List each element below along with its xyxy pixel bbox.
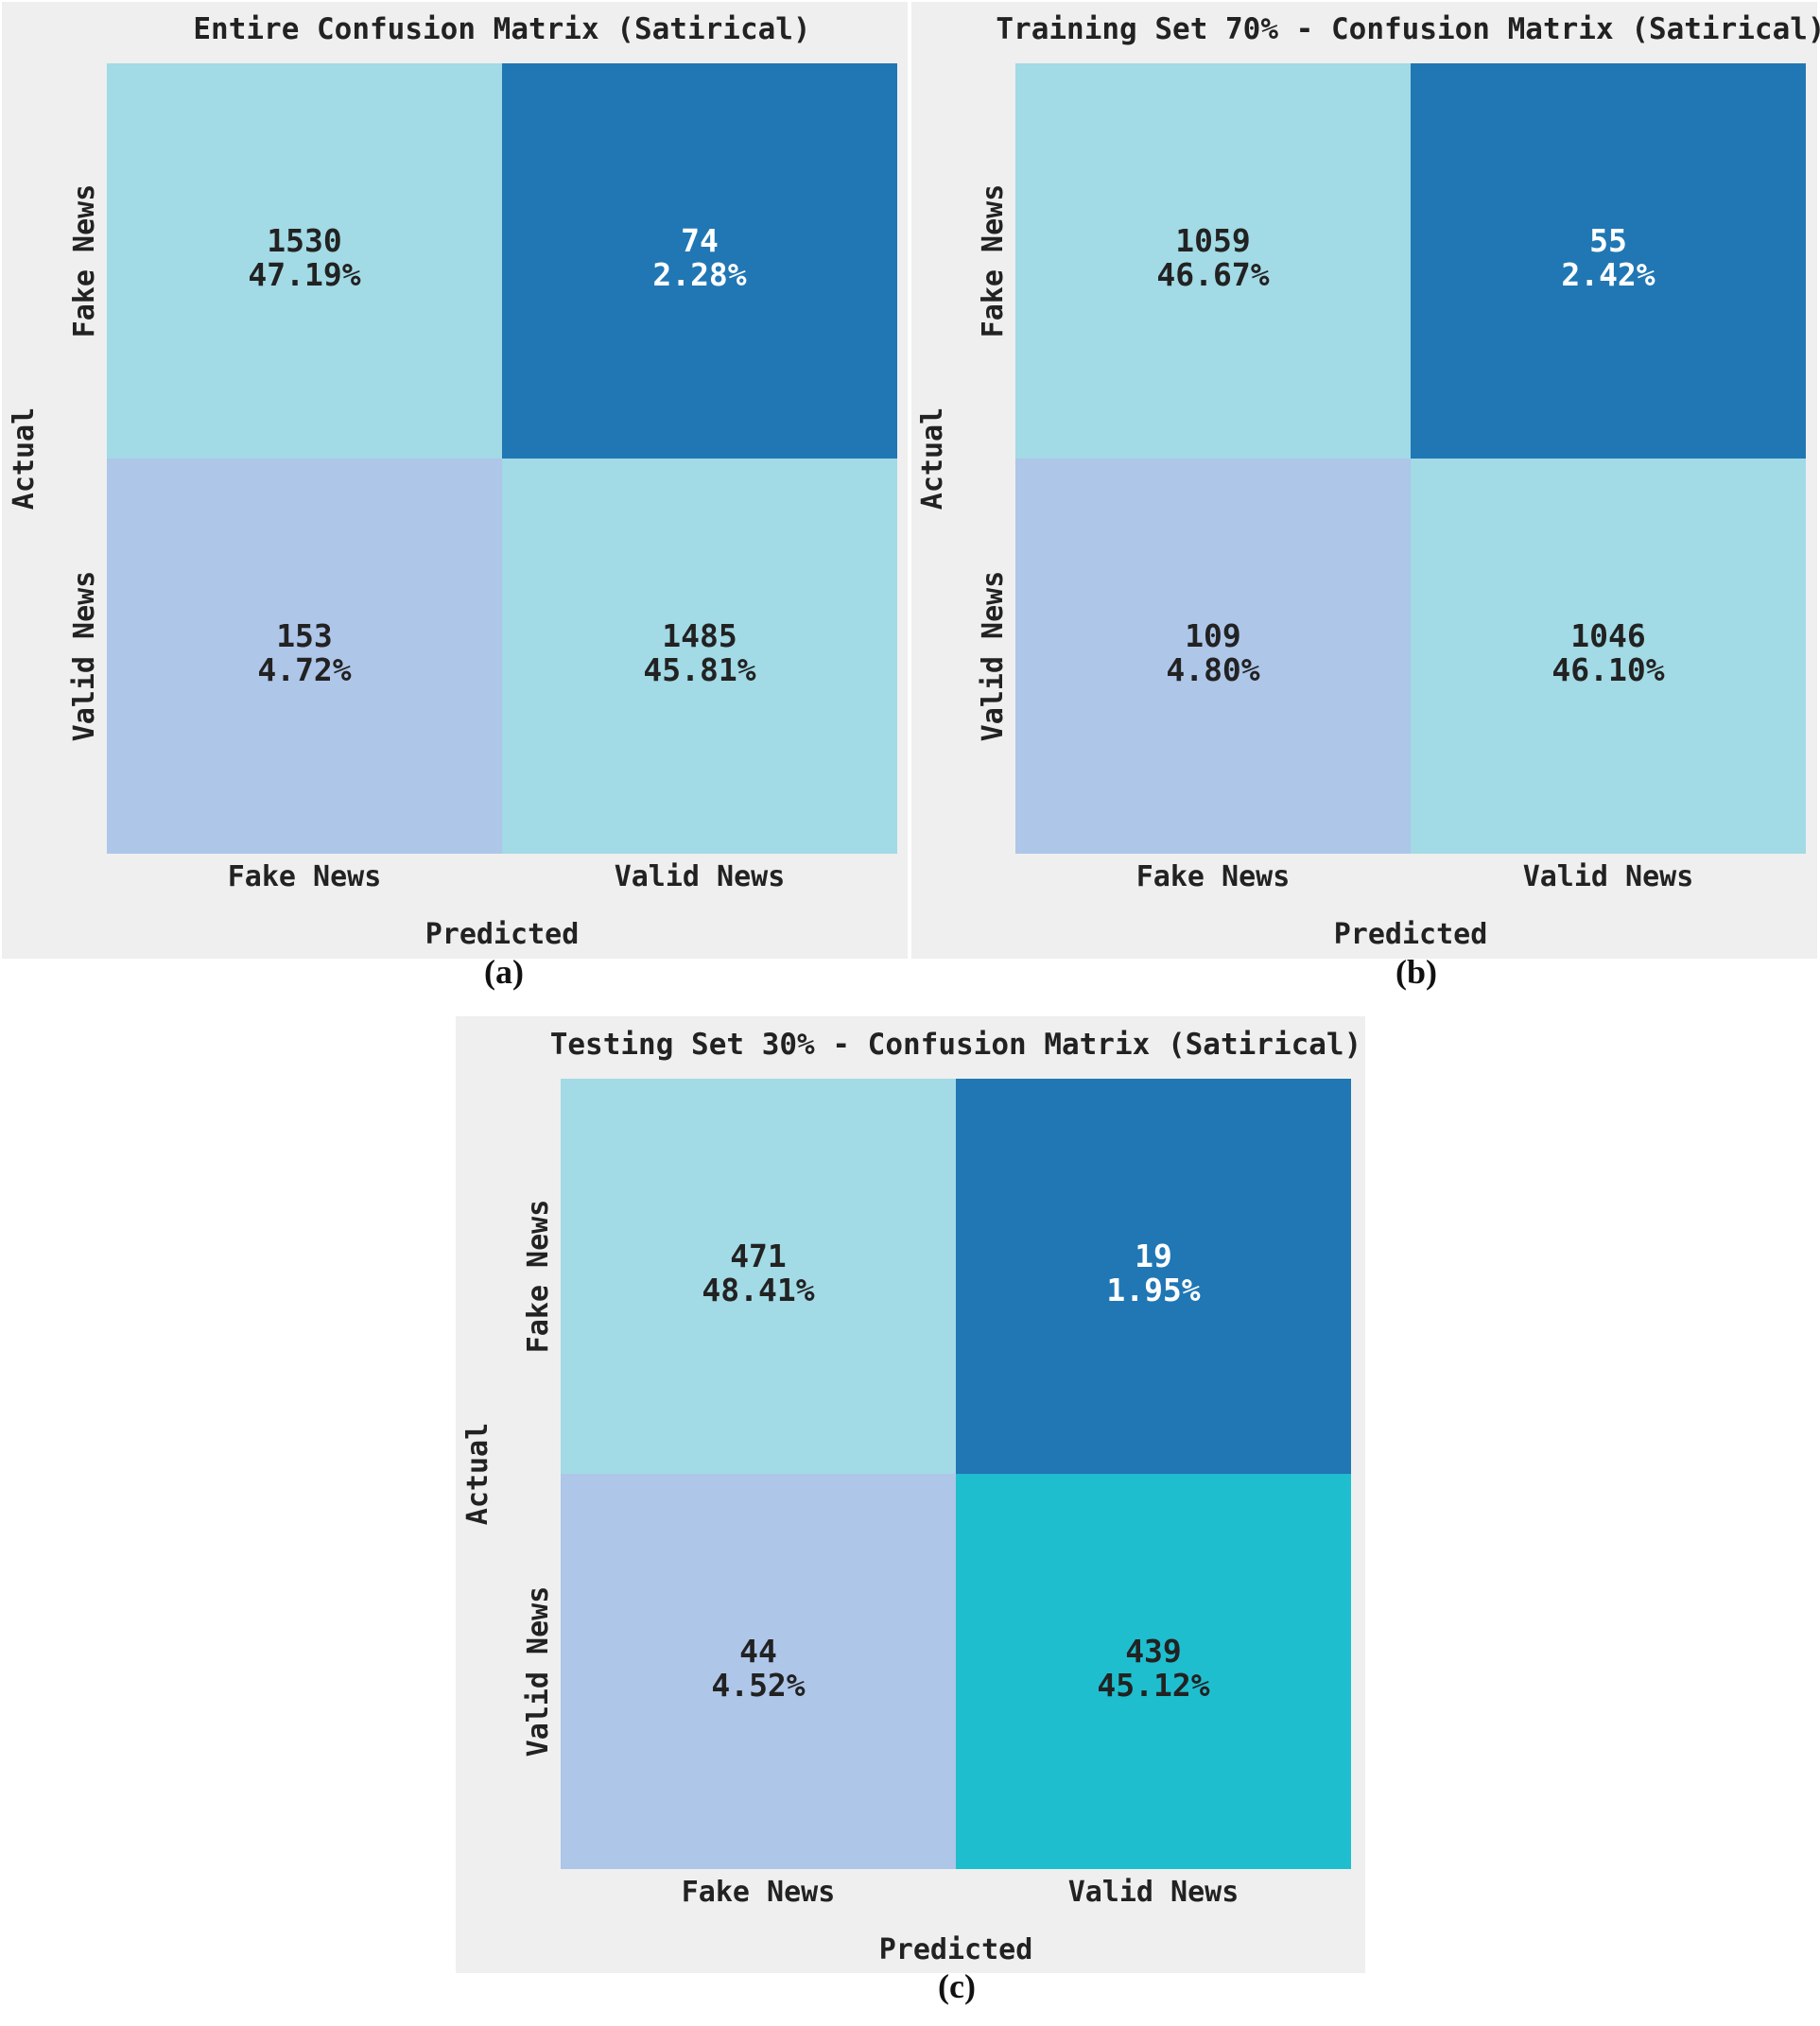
x-tick-label: Valid News xyxy=(1068,1876,1239,1909)
confusion-matrix-panel-2: Training Set 70% - Confusion Matrix (Sat… xyxy=(911,2,1820,959)
heatmap-cell xyxy=(956,1474,1351,1869)
cell-count-label: 74 xyxy=(681,222,719,259)
cell-count-label: 55 xyxy=(1589,222,1627,259)
cell-percent-label: 2.28% xyxy=(652,256,746,293)
cell-percent-label: 4.80% xyxy=(1166,651,1259,688)
heatmap-cell xyxy=(1015,459,1411,854)
heatmap-cell xyxy=(1411,63,1806,459)
cell-percent-label: 48.41% xyxy=(702,1272,814,1308)
y-tick-label: Fake News xyxy=(522,1200,555,1354)
cell-count-label: 1046 xyxy=(1570,617,1645,654)
heatmap-cell xyxy=(1411,459,1806,854)
cell-percent-label: 45.12% xyxy=(1097,1667,1209,1704)
heatmap-cell xyxy=(561,1079,956,1474)
heatmap-cell xyxy=(1015,63,1411,459)
cell-count-label: 1059 xyxy=(1175,222,1250,259)
heatmap-cell xyxy=(502,459,897,854)
panel-caption: (a) xyxy=(484,953,524,991)
panel-caption: (b) xyxy=(1395,953,1437,991)
cell-percent-label: 1.95% xyxy=(1106,1272,1200,1308)
x-axis-label: Predicted xyxy=(425,918,580,951)
confusion-matrix-panel-3: Testing Set 30% - Confusion Matrix (Sati… xyxy=(456,1016,1365,1973)
cell-count-label: 439 xyxy=(1125,1633,1182,1670)
chart-title: Testing Set 30% - Confusion Matrix (Sati… xyxy=(550,1028,1362,1062)
heatmap-cell xyxy=(107,63,502,459)
cell-count-label: 153 xyxy=(276,617,333,654)
cell-percent-label: 4.72% xyxy=(257,651,351,688)
cell-count-label: 1485 xyxy=(662,617,737,654)
chart-title: Training Set 70% - Confusion Matrix (Sat… xyxy=(996,12,1820,46)
y-tick-label: Valid News xyxy=(68,571,101,742)
x-tick-label: Fake News xyxy=(1136,860,1291,893)
y-tick-label: Fake News xyxy=(977,184,1010,338)
x-axis-label: Predicted xyxy=(1334,918,1488,951)
x-tick-label: Valid News xyxy=(615,860,786,893)
confusion-matrix-panel-1: Entire Confusion Matrix (Satirical)15304… xyxy=(2,2,908,959)
y-tick-label: Valid News xyxy=(522,1586,555,1758)
cell-percent-label: 45.81% xyxy=(643,651,755,688)
cell-percent-label: 46.10% xyxy=(1551,651,1664,688)
x-tick-label: Valid News xyxy=(1523,860,1694,893)
cell-percent-label: 47.19% xyxy=(248,256,360,293)
heatmap-cell xyxy=(107,459,502,854)
cell-percent-label: 46.67% xyxy=(1156,256,1269,293)
y-axis-label: Actual xyxy=(8,407,41,510)
heatmap-cell xyxy=(502,63,897,459)
x-tick-label: Fake News xyxy=(682,1876,836,1909)
heatmap-cell xyxy=(561,1474,956,1869)
chart-title: Entire Confusion Matrix (Satirical) xyxy=(193,12,810,46)
cell-percent-label: 4.52% xyxy=(711,1667,805,1704)
panel-caption: (c) xyxy=(938,1967,976,2005)
heatmap-cell xyxy=(956,1079,1351,1474)
y-tick-label: Fake News xyxy=(68,184,101,338)
x-tick-label: Fake News xyxy=(228,860,382,893)
y-tick-label: Valid News xyxy=(977,571,1010,742)
cell-percent-label: 2.42% xyxy=(1561,256,1655,293)
y-axis-label: Actual xyxy=(916,407,949,510)
cell-count-label: 44 xyxy=(739,1633,777,1670)
cell-count-label: 471 xyxy=(730,1238,787,1274)
cell-count-label: 109 xyxy=(1185,617,1241,654)
cell-count-label: 1530 xyxy=(267,222,341,259)
y-axis-label: Actual xyxy=(461,1423,494,1525)
x-axis-label: Predicted xyxy=(879,1933,1033,1966)
cell-count-label: 19 xyxy=(1135,1238,1172,1274)
